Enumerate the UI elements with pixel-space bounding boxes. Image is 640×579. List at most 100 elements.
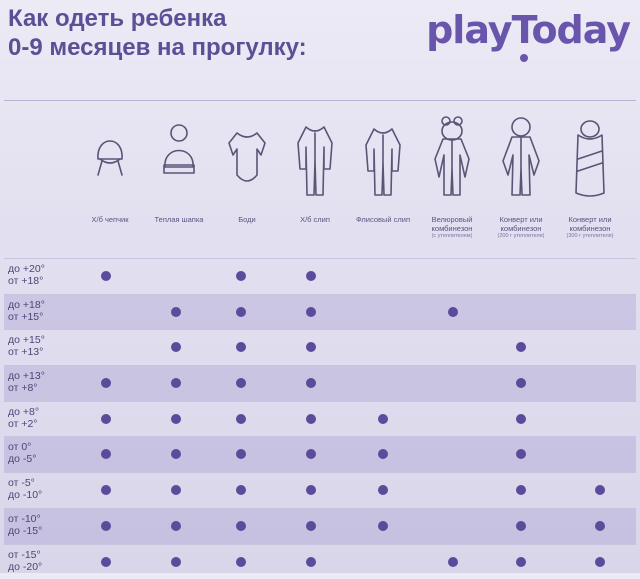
column-header: Велюровый комбинезон(с утеплителем) bbox=[418, 101, 486, 258]
column-label-text: Х/б слип bbox=[300, 215, 330, 224]
recommended-dot bbox=[236, 485, 246, 495]
temperature-from: до +13° bbox=[8, 370, 45, 382]
recommended-dot bbox=[101, 378, 111, 388]
temperature-range: от 0°до -5° bbox=[8, 441, 36, 465]
recommended-dot bbox=[595, 485, 605, 495]
recommended-dot bbox=[378, 521, 388, 531]
recommended-dot bbox=[306, 342, 316, 352]
temperature-to: до -20° bbox=[8, 561, 42, 573]
recommended-dot bbox=[236, 557, 246, 567]
table-body: до +20°от +18°до +18°от +15°до +15°от +1… bbox=[4, 258, 636, 579]
warm-hat-icon bbox=[159, 115, 199, 197]
column-sublabel: (200 г утеплителя) bbox=[483, 233, 559, 240]
recommended-dot bbox=[306, 521, 316, 531]
temperature-to: от +2° bbox=[8, 418, 39, 430]
temperature-to: от +18° bbox=[8, 275, 45, 287]
recommended-dot bbox=[171, 414, 181, 424]
recommended-dot bbox=[378, 449, 388, 459]
column-label-text: Велюровый комбинезон bbox=[432, 215, 473, 233]
fleece-sleepsuit-icon bbox=[363, 115, 403, 197]
insulated-jumpsuit-icon bbox=[501, 115, 541, 197]
recommended-dot bbox=[236, 342, 246, 352]
column-label: Х/б чепчик bbox=[72, 215, 148, 224]
cotton-sleepsuit-icon bbox=[295, 115, 335, 197]
column-header: Конверт или комбинезон(300 г утеплителя) bbox=[556, 101, 624, 258]
table-row: до +8°от +2° bbox=[4, 401, 636, 437]
temperature-range: от -5°до -10° bbox=[8, 477, 42, 501]
column-label: Флисовый слип bbox=[345, 215, 421, 224]
recommended-dot bbox=[236, 449, 246, 459]
temperature-range: до +13°от +8° bbox=[8, 370, 45, 394]
temperature-from: до +18° bbox=[8, 299, 45, 311]
table-row: до +13°от +8° bbox=[4, 365, 636, 401]
temperature-range: до +20°от +18° bbox=[8, 263, 45, 287]
column-label: Х/б слип bbox=[277, 215, 353, 224]
temperature-to: от +13° bbox=[8, 346, 45, 358]
recommended-dot bbox=[171, 521, 181, 531]
recommended-dot bbox=[171, 307, 181, 317]
table-row: от -15°до -20° bbox=[4, 544, 636, 579]
recommended-dot bbox=[516, 449, 526, 459]
recommended-dot bbox=[306, 485, 316, 495]
recommended-dot bbox=[306, 271, 316, 281]
recommended-dot bbox=[516, 414, 526, 424]
bonnet-icon bbox=[90, 115, 130, 197]
recommended-dot bbox=[171, 485, 181, 495]
temperature-from: до +20° bbox=[8, 263, 45, 275]
temperature-from: от -5° bbox=[8, 477, 42, 489]
recommended-dot bbox=[236, 414, 246, 424]
recommended-dot bbox=[378, 414, 388, 424]
recommended-dot bbox=[306, 449, 316, 459]
clothing-table: Х/б чепчик Теплая шапка Боди Х/б слип Флисов… bbox=[4, 100, 636, 571]
column-label-text: Флисовый слип bbox=[356, 215, 410, 224]
temperature-to: от +8° bbox=[8, 382, 45, 394]
temperature-range: от -10°до -15° bbox=[8, 513, 42, 537]
table-row: от -10°до -15° bbox=[4, 508, 636, 544]
recommended-dot bbox=[236, 378, 246, 388]
recommended-dot bbox=[236, 307, 246, 317]
recommended-dot bbox=[306, 307, 316, 317]
recommended-dot bbox=[101, 271, 111, 281]
temperature-to: до -15° bbox=[8, 525, 42, 537]
column-header: Конверт или комбинезон(200 г утеплителя) bbox=[487, 101, 555, 258]
column-sublabel: (300 г утеплителя) bbox=[552, 233, 628, 240]
bodysuit-icon bbox=[227, 115, 267, 197]
column-label-text: Конверт или комбинезон bbox=[568, 215, 611, 233]
title-line-1: Как одеть ребенка bbox=[8, 4, 307, 33]
temperature-range: до +8°от +2° bbox=[8, 406, 39, 430]
recommended-dot bbox=[516, 485, 526, 495]
table-row: до +18°от +15° bbox=[4, 294, 636, 330]
recommended-dot bbox=[101, 485, 111, 495]
column-label: Велюровый комбинезон(с утеплителем) bbox=[414, 215, 490, 240]
column-label: Конверт или комбинезон(300 г утеплителя) bbox=[552, 215, 628, 240]
recommended-dot bbox=[595, 521, 605, 531]
recommended-dot bbox=[306, 414, 316, 424]
recommended-dot bbox=[595, 557, 605, 567]
temperature-range: от -15°до -20° bbox=[8, 549, 42, 573]
recommended-dot bbox=[101, 414, 111, 424]
table-row: от -5°до -10° bbox=[4, 472, 636, 508]
temperature-to: до -10° bbox=[8, 489, 42, 501]
recommended-dot bbox=[306, 557, 316, 567]
recommended-dot bbox=[236, 521, 246, 531]
temperature-from: до +8° bbox=[8, 406, 39, 418]
recommended-dot bbox=[306, 378, 316, 388]
recommended-dot bbox=[101, 449, 111, 459]
temperature-to: до -5° bbox=[8, 453, 36, 465]
recommended-dot bbox=[101, 521, 111, 531]
table-header: Х/б чепчик Теплая шапка Боди Х/б слип Флисов… bbox=[4, 101, 636, 258]
table-row: до +20°от +18° bbox=[4, 258, 636, 294]
column-label-text: Теплая шапка bbox=[155, 215, 204, 224]
column-label: Боди bbox=[209, 215, 285, 224]
recommended-dot bbox=[236, 271, 246, 281]
recommended-dot bbox=[171, 449, 181, 459]
recommended-dot bbox=[516, 557, 526, 567]
temperature-from: до +15° bbox=[8, 334, 45, 346]
temperature-from: от -15° bbox=[8, 549, 42, 561]
recommended-dot bbox=[448, 307, 458, 317]
recommended-dot bbox=[448, 557, 458, 567]
recommended-dot bbox=[516, 521, 526, 531]
temperature-to: от +15° bbox=[8, 311, 45, 323]
column-label-text: Конверт или комбинезон bbox=[499, 215, 542, 233]
column-header: Теплая шапка bbox=[145, 101, 213, 258]
